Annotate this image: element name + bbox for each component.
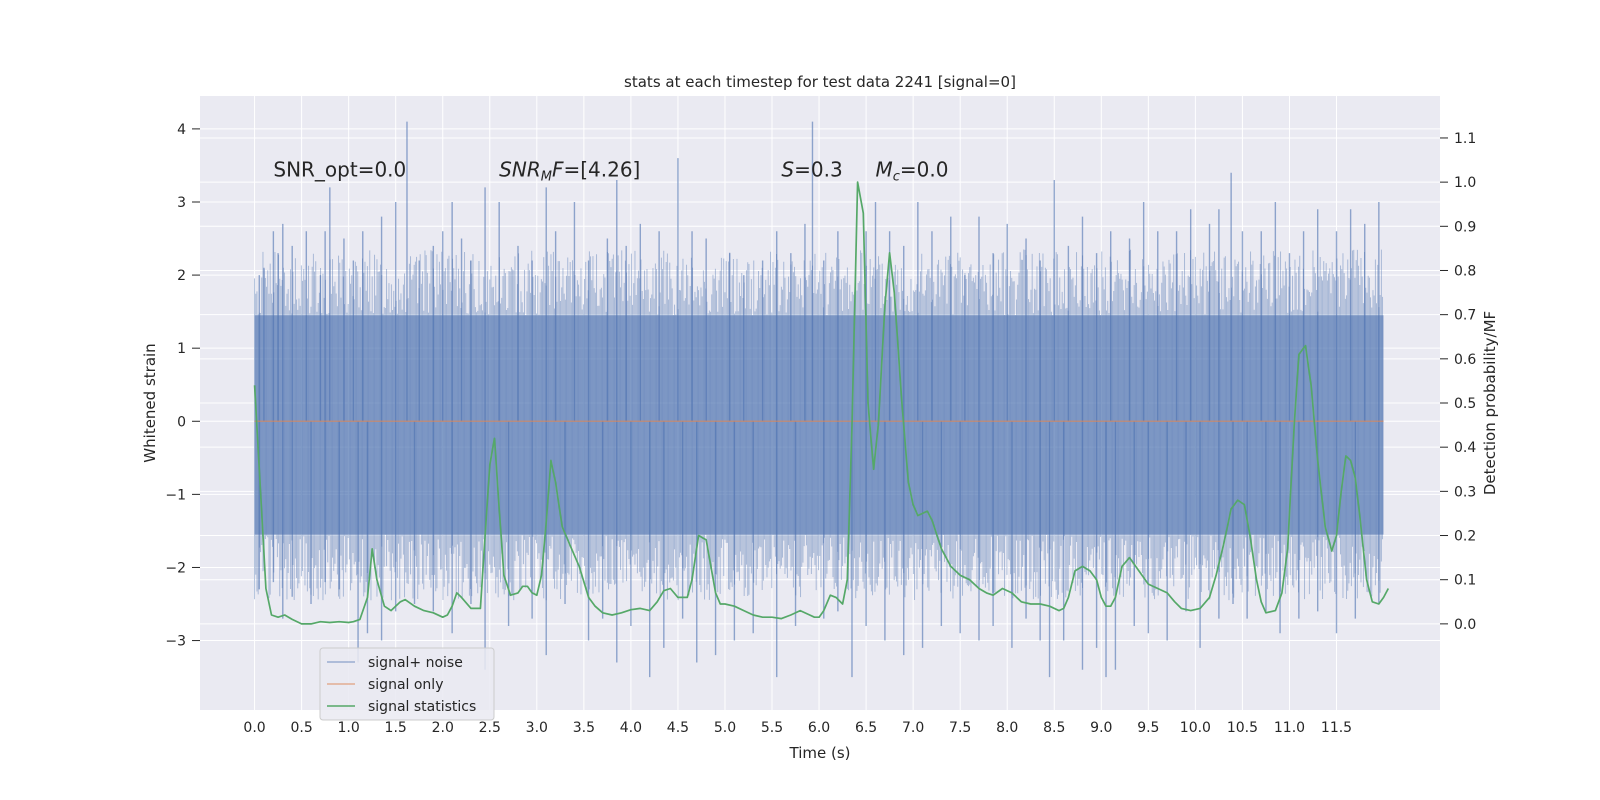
annotation: Mc=0.0 — [876, 157, 949, 184]
y-tick-label-right: 1.0 — [1454, 175, 1476, 191]
y-tick-label-left: 0 — [177, 414, 186, 430]
annotations: SNR_opt=0.0 SNRMF=[4.26] S=0.3 Mc=0.0 — [273, 157, 948, 184]
x-tick-label: 4.5 — [667, 720, 689, 736]
y-tick-label-right: 0.4 — [1454, 440, 1476, 456]
y-tick-label-right: 0.2 — [1454, 529, 1476, 545]
legend: signal+ noise signal only signal statist… — [319, 647, 495, 721]
x-tick-label: 8.5 — [1043, 720, 1065, 736]
x-tick-label: 9.5 — [1137, 720, 1159, 736]
x-tick-label: 5.5 — [761, 720, 783, 736]
x-tick-label: 5.0 — [714, 720, 736, 736]
y-tick-label-left: −3 — [165, 634, 186, 650]
legend-label-signal-noise: signal+ noise — [368, 655, 463, 671]
x-tick-label: 2.0 — [432, 720, 454, 736]
y-tick-label-right: 0.8 — [1454, 263, 1476, 279]
x-tick-label: 8.0 — [996, 720, 1018, 736]
legend-label-signal-only: signal only — [368, 677, 443, 693]
x-tick-label: 1.5 — [385, 720, 407, 736]
y-tick-label-left: 3 — [177, 195, 186, 211]
x-tick-label: 7.5 — [949, 720, 971, 736]
y-tick-label-right: 0.6 — [1454, 352, 1476, 368]
y-tick-label-left: 4 — [177, 122, 186, 138]
y-tick-label-left: −1 — [165, 487, 186, 503]
ticks: 0.0 0.5 1.0 1.5 2.0 2.5 3.0 3.5 4.0 4.5 5.0 5.5 6.0 6… — [165, 122, 1476, 736]
y-tick-label-left: 2 — [177, 268, 186, 284]
annotation: SNR_opt=0.0 — [273, 157, 406, 181]
x-tick-label: 6.5 — [855, 720, 877, 736]
x-tick-label: 3.5 — [573, 720, 595, 736]
y-tick-label-right: 0.0 — [1454, 617, 1476, 633]
x-tick-label: 4.0 — [620, 720, 642, 736]
y-tick-label-right: 0.3 — [1454, 484, 1476, 500]
y-axis-label-right: Detection probability/MF — [1481, 311, 1499, 495]
x-tick-label: 11.5 — [1321, 720, 1352, 736]
legend-frame — [319, 647, 495, 721]
signal-statistics-line — [253, 181, 1390, 625]
y-tick-label-right: 0.7 — [1454, 308, 1476, 324]
y-tick-label-right: 0.9 — [1454, 219, 1476, 235]
x-tick-label: 6.0 — [808, 720, 830, 736]
annotation: SNRMF=[4.26] — [499, 157, 640, 184]
x-tick-label: 2.5 — [479, 720, 501, 736]
x-tick-label: 1.0 — [338, 720, 360, 736]
signal-noise-series — [254, 121, 1384, 678]
y-tick-label-left: 1 — [177, 341, 186, 357]
x-tick-label: 11.0 — [1274, 720, 1305, 736]
x-tick-label: 7.0 — [902, 720, 924, 736]
legend-label-signal-statistics: signal statistics — [368, 699, 476, 715]
y-tick-label-right: 1.1 — [1454, 131, 1476, 147]
x-tick-label: 10.0 — [1180, 720, 1211, 736]
x-tick-label: 0.5 — [290, 720, 312, 736]
x-tick-label: 9.0 — [1090, 720, 1112, 736]
x-axis-label: Time (s) — [789, 744, 851, 762]
x-tick-label: 0.0 — [243, 720, 265, 736]
annotation: S=0.3 — [781, 157, 842, 181]
y-tick-label-right: 0.5 — [1454, 396, 1476, 412]
y-tick-label-right: 0.1 — [1454, 573, 1476, 589]
chart-title: stats at each timestep for test data 224… — [624, 73, 1016, 91]
line-series — [253, 181, 1390, 625]
y-tick-label-left: −2 — [165, 560, 186, 576]
y-axis-label-left: Whitened strain — [141, 343, 159, 462]
x-tick-label: 3.0 — [526, 720, 548, 736]
x-tick-label: 10.5 — [1227, 720, 1258, 736]
